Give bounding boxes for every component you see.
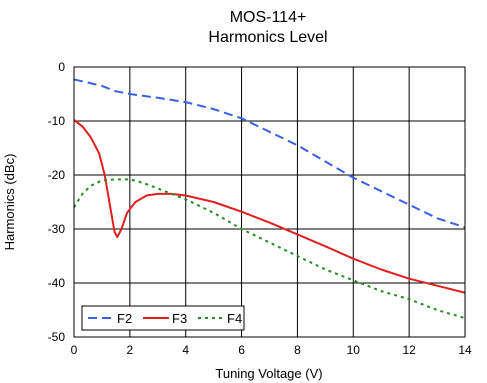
- legend: F2 F3 F4: [81, 305, 245, 331]
- y-axis-label: Harmonics (dBc): [2, 154, 17, 251]
- x-tick-label: 6: [238, 343, 245, 357]
- series-lines: [73, 78, 466, 320]
- x-tick-label: 14: [458, 343, 472, 357]
- legend-label-f3: F3: [172, 311, 187, 326]
- chart-subtitle: Harmonics Level: [208, 29, 327, 46]
- y-tick-label: -20: [48, 168, 66, 182]
- y-tick-label: -40: [48, 276, 66, 290]
- legend-label-f2: F2: [117, 311, 132, 326]
- tick-labels: 0 2 4 6 8 10 12 14 0 -10 -20 -30 -40 -50: [48, 60, 472, 357]
- series-f4-line: [73, 178, 466, 320]
- x-tick-label: 4: [182, 343, 189, 357]
- chart-title: MOS-114+: [230, 9, 307, 26]
- y-tick-label: 0: [58, 60, 65, 74]
- y-tick-label: -50: [48, 330, 66, 344]
- series-f3-line: [73, 119, 466, 294]
- legend-label-f4: F4: [227, 311, 242, 326]
- x-tick-label: 2: [127, 343, 134, 357]
- x-tick-label: 12: [402, 343, 416, 357]
- y-tick-label: -30: [48, 222, 66, 236]
- y-tick-label: -10: [48, 114, 66, 128]
- x-tick-label: 8: [294, 343, 301, 357]
- series-f2-line: [73, 78, 466, 229]
- plot-frame: [73, 66, 466, 338]
- x-axis-label: Tuning Voltage (V): [215, 366, 322, 381]
- grid: [73, 66, 466, 338]
- x-tick-label: 10: [347, 343, 361, 357]
- x-tick-label: 0: [71, 343, 78, 357]
